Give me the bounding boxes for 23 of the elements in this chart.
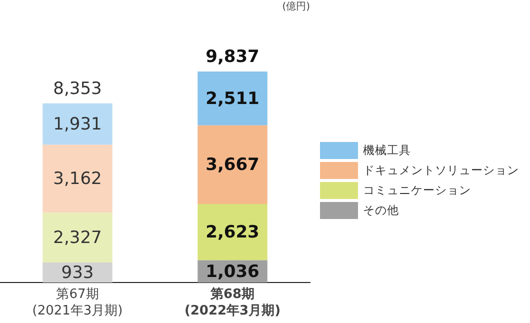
- data-label: 2,511: [206, 88, 260, 109]
- data-label: 2,327: [53, 228, 102, 248]
- bar: [42, 144, 112, 213]
- total-label: 8,353: [53, 78, 102, 99]
- total-label: 9,837: [206, 46, 260, 67]
- data-label: 3,162: [53, 169, 102, 190]
- x-tick-label: 第67期 (2021年3月期): [32, 287, 123, 318]
- legend-label: 機械工具: [363, 142, 411, 157]
- legend-label: コミュニケーション: [363, 182, 471, 197]
- bar: [198, 71, 268, 126]
- text: (億円): [282, 0, 310, 13]
- bar: [42, 212, 112, 262]
- bar: [198, 204, 268, 260]
- legend-label: その他: [363, 202, 399, 217]
- data-label: 1,036: [206, 262, 260, 282]
- bar: [42, 103, 112, 145]
- data-label: 933: [61, 262, 94, 283]
- data-label: 3,667: [206, 155, 260, 176]
- bar: [198, 125, 268, 204]
- legend-label: ドキュメントソリューション: [363, 162, 519, 177]
- x-tick-label: 第68期 (2022年3月期): [184, 287, 281, 318]
- data-label: 1,931: [53, 114, 102, 134]
- data-label: 2,623: [206, 222, 260, 243]
